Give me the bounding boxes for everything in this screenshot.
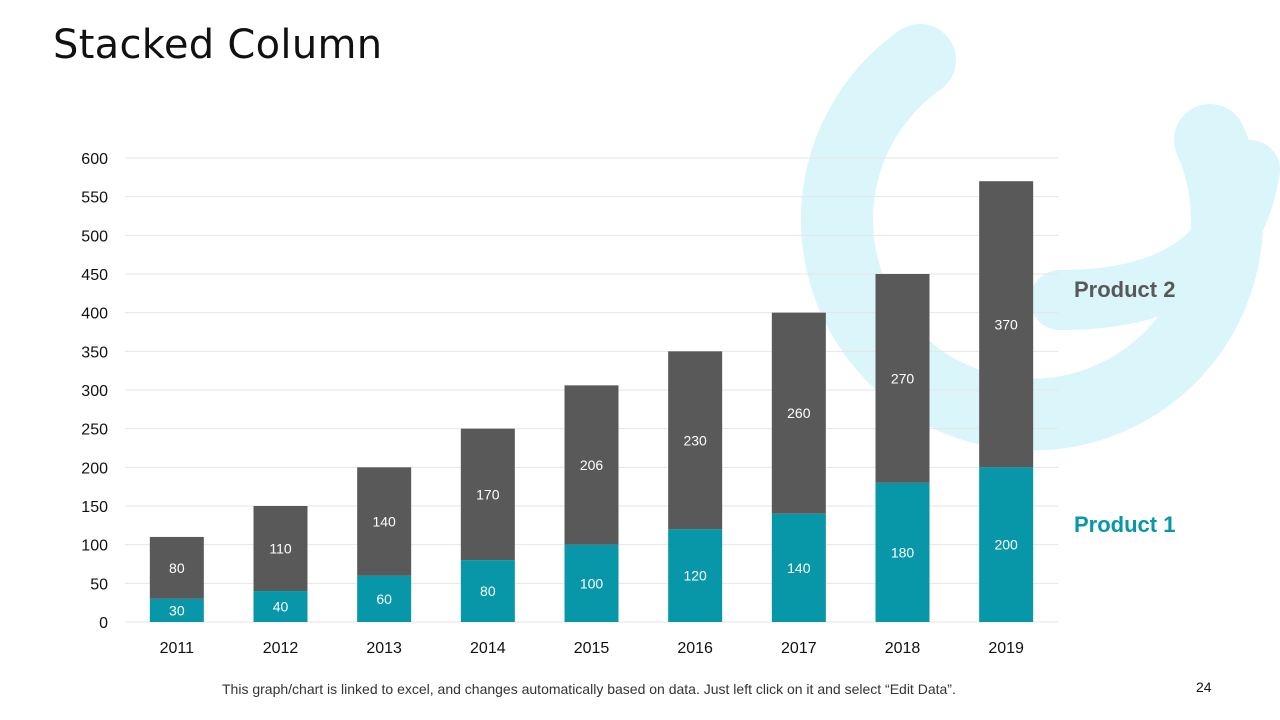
bar-product-1-2012 [253, 591, 308, 622]
y-tick-label: 100 [81, 538, 108, 555]
y-tick-label: 0 [99, 615, 108, 632]
y-tick-label: 600 [81, 151, 108, 168]
data-label: 100 [580, 575, 604, 591]
data-label: 120 [683, 568, 707, 584]
page-number: 24 [1196, 679, 1212, 695]
bar-product-2-2011 [149, 536, 204, 599]
bar-product-2-2018 [875, 274, 930, 483]
data-label: 260 [787, 405, 811, 421]
y-tick-label: 400 [81, 306, 108, 323]
y-tick-label: 450 [81, 267, 108, 284]
data-label: 230 [683, 432, 707, 448]
bar-product-2-2015 [564, 385, 619, 545]
x-tick-label: 2015 [574, 640, 610, 657]
data-label: 110 [269, 541, 292, 557]
bar-product-2-2013 [357, 467, 412, 576]
y-tick-label: 300 [81, 383, 108, 400]
data-label: 40 [273, 599, 289, 615]
data-label: 80 [169, 560, 185, 576]
data-label: 30 [169, 602, 185, 618]
bar-product-2-2014 [460, 428, 515, 561]
y-tick-label: 50 [90, 576, 108, 593]
y-tick-label: 350 [81, 344, 108, 361]
data-label: 140 [787, 560, 811, 576]
y-axis: 0 50 100 150 200 250 300 350 400 450 500 550 600 [81, 151, 108, 632]
data-label: 270 [891, 370, 915, 386]
y-tick-label: 550 [81, 190, 108, 207]
bar-product-1-2014 [460, 560, 515, 622]
data-label: 200 [994, 537, 1018, 553]
x-tick-label: 2011 [160, 640, 195, 657]
bar-product-2-2012 [253, 506, 308, 592]
y-tick-label: 150 [81, 499, 108, 516]
bar-product-1-2011 [149, 598, 204, 622]
x-tick-label: 2012 [263, 640, 299, 657]
page-title: Stacked Column [53, 22, 383, 68]
data-label: 60 [376, 591, 392, 607]
data-label: 140 [372, 513, 396, 529]
y-tick-label: 250 [81, 422, 108, 439]
x-tick-label: 2018 [885, 640, 921, 657]
bar-product-1-2015 [564, 544, 619, 622]
bar-product-1-2017 [771, 513, 826, 622]
legend-product-2: Product 2 [1074, 277, 1176, 302]
bar-product-2-2017 [771, 312, 826, 514]
decorative-ring-tail [1030, 140, 1280, 330]
bar-product-1-2013 [357, 575, 412, 622]
data-label: 180 [891, 544, 915, 560]
x-tick-label: 2014 [470, 640, 506, 657]
x-tick-label: 2016 [677, 640, 713, 657]
x-tick-label: 2017 [781, 640, 817, 657]
data-label: 80 [480, 583, 496, 599]
x-axis: 2011 2012 2013 2014 2015 2016 2017 2018 2019 [160, 640, 1024, 657]
bar-product-2-2016 [668, 351, 723, 530]
x-tick-label: 2019 [988, 640, 1024, 657]
y-tick-label: 500 [81, 228, 108, 245]
footnote: This graph/chart is linked to excel, and… [222, 681, 956, 697]
data-label: 170 [476, 486, 500, 502]
data-label: 206 [580, 457, 604, 473]
data-label: 370 [994, 316, 1018, 332]
legend-product-1: Product 1 [1074, 512, 1176, 537]
bar-product-2-2019 [979, 181, 1034, 468]
y-tick-label: 200 [81, 460, 108, 477]
bar-product-1-2018 [875, 482, 930, 622]
bars [149, 181, 1034, 622]
bar-product-1-2016 [668, 529, 723, 622]
data-labels: 30 80 40 110 60 140 80 170 100 206 120 230 140 260 180… [169, 316, 1018, 618]
x-tick-label: 2013 [366, 640, 402, 657]
bar-product-1-2019 [979, 467, 1034, 622]
